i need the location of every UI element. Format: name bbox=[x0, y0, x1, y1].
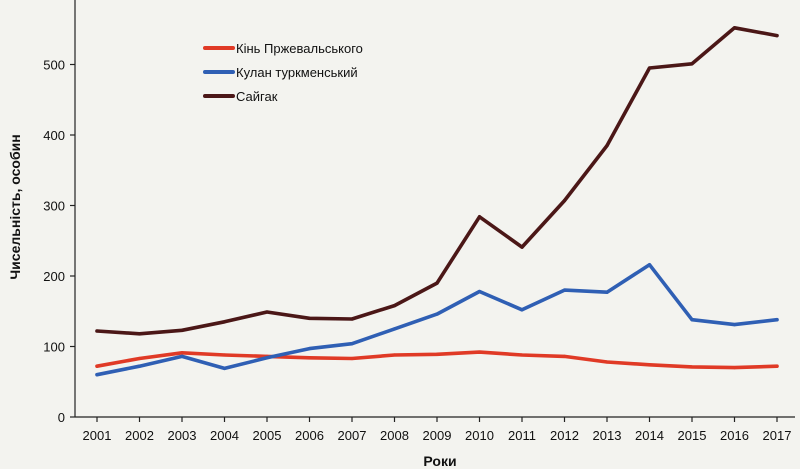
y-tick-label: 300 bbox=[43, 199, 65, 214]
x-tick-label: 2017 bbox=[763, 428, 792, 443]
data-point bbox=[775, 318, 779, 322]
legend-label: Кулан туркменський bbox=[236, 65, 358, 80]
legend-label: Сайгак bbox=[236, 89, 278, 104]
x-tick-label: 2009 bbox=[423, 428, 452, 443]
data-point bbox=[392, 327, 397, 331]
data-point bbox=[690, 365, 694, 369]
y-tick-label: 500 bbox=[43, 58, 65, 73]
y-ticks: 0 100 200 300 400 500 600 bbox=[43, 0, 75, 425]
data-point bbox=[180, 354, 184, 358]
data-point bbox=[477, 289, 482, 294]
data-point bbox=[307, 356, 312, 360]
data-point bbox=[350, 342, 354, 346]
data-point bbox=[520, 308, 524, 312]
data-point bbox=[95, 329, 99, 333]
x-tick-label: 2015 bbox=[678, 428, 707, 443]
y-tick-label: 200 bbox=[43, 269, 65, 284]
data-point bbox=[180, 351, 184, 355]
data-point bbox=[265, 310, 269, 314]
y-axis-title: Чисельність, особин bbox=[7, 134, 23, 279]
data-point bbox=[222, 353, 227, 357]
data-point bbox=[137, 364, 142, 368]
y-tick-label: 600 bbox=[43, 0, 65, 2]
data-point bbox=[222, 320, 227, 324]
data-point bbox=[605, 143, 609, 148]
data-point bbox=[690, 62, 694, 66]
x-tick-label: 2005 bbox=[253, 428, 282, 443]
x-tick-label: 2006 bbox=[295, 428, 324, 443]
data-point bbox=[392, 353, 397, 357]
data-point bbox=[435, 352, 439, 356]
x-tick-label: 2016 bbox=[720, 428, 749, 443]
data-point bbox=[350, 356, 354, 361]
data-point bbox=[647, 263, 652, 267]
data-point bbox=[732, 366, 737, 370]
legend: Кінь Пржевальського Кулан туркменський Сай… bbox=[203, 41, 363, 104]
legend-label: Кінь Пржевальського bbox=[236, 41, 363, 56]
x-tick-label: 2013 bbox=[593, 428, 622, 443]
data-point bbox=[95, 364, 99, 368]
data-point bbox=[520, 245, 524, 249]
x-tick-label: 2003 bbox=[168, 428, 197, 443]
data-point bbox=[435, 312, 439, 316]
data-point bbox=[520, 353, 524, 357]
y-tick-label: 0 bbox=[58, 410, 65, 425]
x-tick-label: 2011 bbox=[508, 428, 536, 443]
x-tick-label: 2001 bbox=[83, 428, 112, 443]
data-point bbox=[180, 328, 184, 332]
data-point bbox=[605, 290, 609, 294]
data-point bbox=[95, 373, 99, 377]
x-tick-label: 2004 bbox=[210, 428, 239, 443]
y-tick-label: 100 bbox=[43, 340, 65, 355]
x-tick-label: 2010 bbox=[465, 428, 494, 443]
data-point bbox=[222, 366, 227, 370]
data-point bbox=[435, 281, 439, 285]
data-point bbox=[647, 66, 652, 70]
data-point bbox=[775, 364, 779, 368]
x-ticks: 2001 2002 2003 2004 2005 2006 2007 2008 2009 2010… bbox=[83, 417, 792, 443]
data-point bbox=[265, 356, 269, 360]
data-point bbox=[477, 350, 482, 354]
data-point bbox=[775, 33, 779, 38]
x-axis-title: Роки bbox=[423, 453, 456, 469]
data-point bbox=[137, 356, 142, 361]
x-tick-label: 2012 bbox=[550, 428, 579, 443]
data-point bbox=[562, 288, 567, 292]
series-line-3 bbox=[95, 25, 779, 336]
data-point bbox=[732, 26, 737, 30]
x-tick-label: 2008 bbox=[380, 428, 409, 443]
data-point bbox=[477, 215, 482, 219]
data-point bbox=[732, 323, 737, 327]
x-tick-label: 2007 bbox=[338, 428, 367, 443]
data-point bbox=[307, 347, 312, 351]
data-point bbox=[647, 363, 652, 367]
x-tick-label: 2002 bbox=[125, 428, 154, 443]
data-point bbox=[690, 318, 694, 322]
data-point bbox=[307, 316, 312, 320]
data-point bbox=[350, 317, 354, 321]
data-point bbox=[605, 360, 609, 364]
series-lines bbox=[95, 25, 779, 377]
data-point bbox=[137, 332, 142, 336]
x-tick-label: 2014 bbox=[635, 428, 664, 443]
y-tick-label: 400 bbox=[43, 128, 65, 143]
data-point bbox=[392, 304, 397, 308]
data-point bbox=[562, 198, 567, 203]
data-point bbox=[562, 354, 567, 358]
